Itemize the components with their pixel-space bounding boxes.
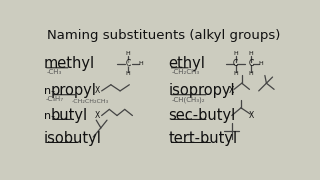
Text: H: H	[139, 61, 143, 66]
Text: |: |	[127, 60, 129, 68]
Text: H: H	[233, 71, 238, 76]
Text: isopropyl: isopropyl	[169, 83, 235, 98]
Text: X: X	[94, 86, 100, 95]
Text: -CH(CH₃)₂: -CH(CH₃)₂	[172, 96, 205, 103]
Text: -CH₃: -CH₃	[47, 69, 62, 75]
Text: sec-butyl: sec-butyl	[169, 108, 236, 123]
Text: H: H	[125, 51, 130, 57]
Text: -C₃H₇: -C₃H₇	[45, 96, 63, 102]
Text: X: X	[94, 111, 100, 120]
Text: n-: n-	[44, 111, 55, 121]
Text: propyl: propyl	[51, 83, 97, 98]
Text: -CH₂CH₂CH₃: -CH₂CH₂CH₃	[72, 99, 109, 104]
Text: isobutyl: isobutyl	[44, 131, 102, 146]
Text: -CH₂CH₃: -CH₂CH₃	[172, 69, 200, 75]
Text: tert-butyl: tert-butyl	[169, 131, 238, 146]
Text: C: C	[125, 59, 131, 68]
Text: H: H	[259, 61, 263, 66]
Text: H: H	[249, 51, 253, 57]
Text: C: C	[233, 59, 238, 68]
Text: H: H	[233, 51, 238, 57]
Text: butyl: butyl	[51, 108, 88, 123]
Text: ethyl: ethyl	[169, 57, 205, 71]
Text: Naming substituents (alkyl groups): Naming substituents (alkyl groups)	[47, 29, 281, 42]
Text: H: H	[249, 71, 253, 76]
Text: X: X	[249, 111, 254, 120]
Text: C: C	[248, 59, 254, 68]
Text: H: H	[125, 71, 130, 76]
Text: n-: n-	[44, 86, 55, 96]
Text: methyl: methyl	[44, 57, 95, 71]
Text: X: X	[228, 86, 234, 95]
